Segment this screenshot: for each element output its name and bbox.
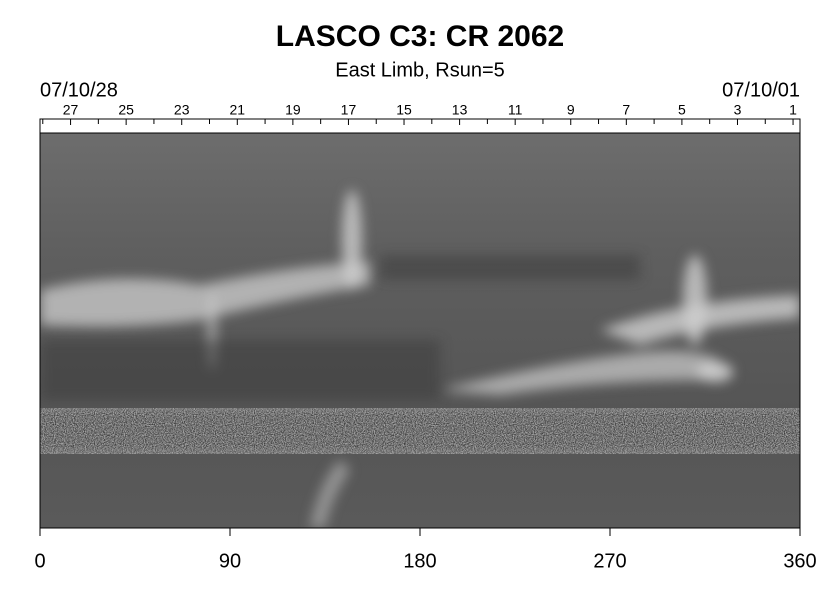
day-tick-label: 11 [508, 102, 523, 118]
x-tick-label: 0 [34, 550, 45, 572]
x-tick-label: 270 [593, 550, 626, 572]
day-tick-label: 15 [396, 102, 412, 118]
day-tick-label: 5 [678, 102, 686, 118]
day-tick-label: 17 [341, 102, 357, 118]
day-tick-label: 9 [567, 102, 575, 118]
day-tick-label: 3 [734, 102, 742, 118]
day-tick-label: 21 [230, 102, 246, 118]
chart-subtitle: East Limb, Rsun=5 [335, 59, 505, 81]
synoptic-image [40, 133, 800, 528]
start-date: 07/10/28 [40, 79, 118, 101]
end-date: 07/10/01 [722, 79, 800, 101]
x-tick-label: 180 [403, 550, 436, 572]
day-tick-label: 27 [63, 102, 79, 118]
day-tick-label: 25 [118, 102, 134, 118]
day-tick-label: 1 [789, 102, 797, 118]
day-tick-label: 13 [452, 102, 468, 118]
day-tick-label: 19 [285, 102, 301, 118]
day-tick-label: 7 [622, 102, 630, 118]
x-tick-label: 90 [219, 550, 241, 572]
chart-title: LASCO C3: CR 2062 [276, 20, 564, 53]
day-tick-label: 23 [174, 102, 190, 118]
x-tick-label: 360 [783, 550, 816, 572]
